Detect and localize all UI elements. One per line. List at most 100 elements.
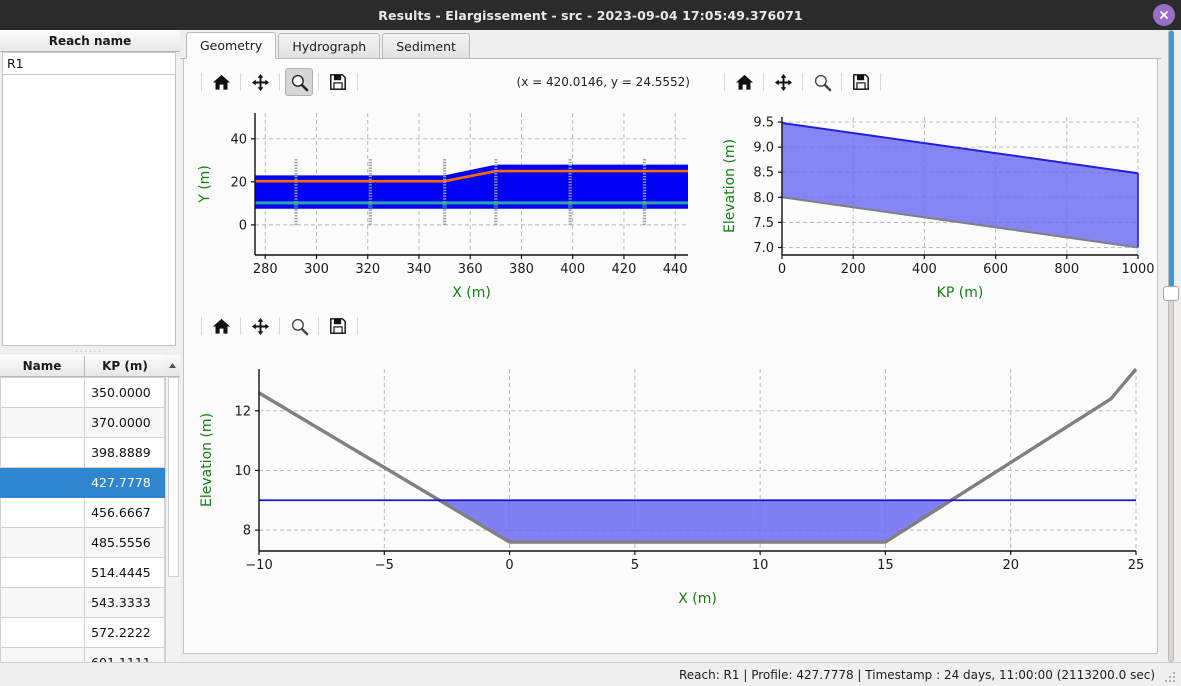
profile-table-scrollbar[interactable]	[165, 377, 181, 686]
tab-hydrograph[interactable]: Hydrograph	[278, 33, 381, 58]
cross-section-plot[interactable]: −10 −5 0 5 10 15 20 25 8 10 12 X (m) Elevation (m)	[187, 347, 1156, 607]
home-icon[interactable]	[730, 68, 758, 96]
save-icon[interactable]	[324, 68, 352, 96]
slider-handle[interactable]	[1163, 286, 1179, 301]
svg-text:20: 20	[1002, 558, 1019, 573]
table-row[interactable]: 485.5556	[0, 527, 165, 558]
scrollbar-thumb[interactable]	[168, 377, 179, 577]
svg-text:10: 10	[234, 464, 251, 479]
table-row[interactable]: 543.3333	[0, 587, 165, 618]
toolbar-separator	[318, 73, 319, 91]
column-header-name[interactable]: Name	[0, 356, 85, 376]
svg-text:600: 600	[983, 262, 1008, 277]
cell-kp[interactable]: 456.6667	[84, 497, 165, 528]
plan-view-toolbar: (x = 420.0146, y = 24.5552)	[187, 61, 708, 103]
pan-icon[interactable]	[246, 312, 274, 340]
svg-text:Y (m): Y (m)	[197, 165, 213, 204]
table-row[interactable]: 427.7778	[0, 467, 165, 498]
table-row[interactable]: 370.0000	[0, 407, 165, 438]
pan-icon[interactable]	[246, 68, 274, 96]
longitudinal-profile-plot[interactable]: 0 200 400 600 800 1000 7.0 7.5 8.0 8.5 9.0 9.5 KP (m…	[710, 103, 1156, 301]
tab-sediment-label: Sediment	[396, 38, 456, 54]
cell-kp[interactable]: 572.2222	[84, 617, 165, 648]
profile-slider[interactable]	[1163, 30, 1179, 662]
cell-kp[interactable]: 398.8889	[84, 437, 165, 468]
svg-text:0: 0	[505, 558, 513, 573]
slider-fill	[1169, 31, 1174, 293]
svg-text:−5: −5	[375, 558, 394, 573]
toolbar-separator	[240, 73, 241, 91]
cell-name[interactable]	[0, 557, 86, 588]
scroll-up-button[interactable]	[165, 355, 180, 377]
longitudinal-profile-panel: 0 200 400 600 800 1000 7.0 7.5 8.0 8.5 9.0 9.5 KP (m…	[710, 61, 1156, 301]
svg-text:7.5: 7.5	[753, 216, 774, 231]
profile-table: 350.0000 370.0000 398.8889 427.7778 456.6667…	[0, 377, 165, 678]
cell-name[interactable]	[0, 617, 86, 648]
status-text: Reach: R1 | Profile: 427.7778 | Timestam…	[678, 667, 1155, 682]
cell-name[interactable]	[0, 587, 86, 618]
save-icon[interactable]	[847, 68, 875, 96]
toolbar-separator	[880, 73, 881, 91]
zoom-icon[interactable]	[808, 68, 836, 96]
svg-text:400: 400	[560, 262, 585, 277]
toolbar-separator	[357, 317, 358, 335]
resize-grip-icon[interactable]	[1163, 669, 1177, 683]
cell-kp[interactable]: 543.3333	[84, 587, 165, 618]
cell-kp[interactable]: 370.0000	[84, 407, 165, 438]
toolbar-separator	[240, 317, 241, 335]
cell-kp[interactable]: 427.7778	[84, 467, 165, 498]
pan-icon[interactable]	[769, 68, 797, 96]
tab-strip: Geometry Hydrograph Sediment	[180, 30, 1161, 59]
svg-text:KP (m): KP (m)	[937, 285, 984, 301]
svg-text:420: 420	[612, 262, 637, 277]
svg-text:320: 320	[355, 262, 380, 277]
cell-name[interactable]	[0, 527, 86, 558]
svg-text:200: 200	[841, 262, 866, 277]
cursor-coordinates: (x = 420.0146, y = 24.5552)	[516, 75, 690, 89]
cell-name[interactable]	[0, 377, 86, 408]
svg-text:380: 380	[509, 262, 534, 277]
cell-name[interactable]	[0, 407, 86, 438]
svg-text:440: 440	[663, 262, 688, 277]
table-row[interactable]: 456.6667	[0, 497, 165, 528]
plan-view-plot[interactable]: 280 300 320 340 360 380 400 420 440 0 20 40 X (m) Y (…	[187, 103, 708, 301]
table-row[interactable]: 514.4445	[0, 557, 165, 588]
profile-table-scroll[interactable]: 350.0000 370.0000 398.8889 427.7778 456.6667…	[0, 377, 180, 686]
toolbar-separator	[841, 73, 842, 91]
zoom-icon[interactable]	[285, 68, 313, 96]
tab-sediment[interactable]: Sediment	[382, 33, 470, 58]
table-row[interactable]: 350.0000	[0, 377, 165, 408]
svg-text:0: 0	[778, 262, 786, 277]
toolbar-separator	[802, 73, 803, 91]
tab-geometry[interactable]: Geometry	[186, 32, 277, 59]
svg-text:12: 12	[234, 404, 251, 419]
cell-name[interactable]	[0, 467, 86, 498]
cell-name[interactable]	[0, 437, 86, 468]
svg-text:20: 20	[230, 175, 247, 190]
cell-kp[interactable]: 350.0000	[84, 377, 165, 408]
close-icon[interactable]	[1153, 4, 1175, 26]
cell-kp[interactable]: 485.5556	[84, 527, 165, 558]
svg-text:8.0: 8.0	[753, 191, 774, 206]
home-icon[interactable]	[207, 312, 235, 340]
home-icon[interactable]	[207, 68, 235, 96]
svg-text:9.0: 9.0	[753, 141, 774, 156]
column-header-kp[interactable]: KP (m)	[102, 359, 148, 373]
panel-splitter[interactable]: ······	[2, 347, 176, 355]
main-panel: Geometry Hydrograph Sediment	[180, 30, 1161, 662]
title-bar: Results - Elargissement - src - 2023-09-…	[0, 0, 1181, 30]
reach-list-item[interactable]: R1	[2, 52, 176, 75]
toolbar-separator	[201, 73, 202, 91]
table-row[interactable]: 572.2222	[0, 617, 165, 648]
cell-kp[interactable]: 514.4445	[84, 557, 165, 588]
svg-text:5: 5	[631, 558, 639, 573]
cell-name[interactable]	[0, 497, 86, 528]
table-row[interactable]: 398.8889	[0, 437, 165, 468]
reach-list[interactable]: R1	[2, 52, 176, 346]
zoom-icon[interactable]	[285, 312, 313, 340]
svg-text:X (m): X (m)	[452, 285, 491, 301]
reach-name-header: Reach name	[0, 30, 180, 52]
save-icon[interactable]	[324, 312, 352, 340]
cross-section-toolbar	[187, 305, 1156, 347]
profile-table-header: Name KP (m)	[0, 355, 180, 377]
